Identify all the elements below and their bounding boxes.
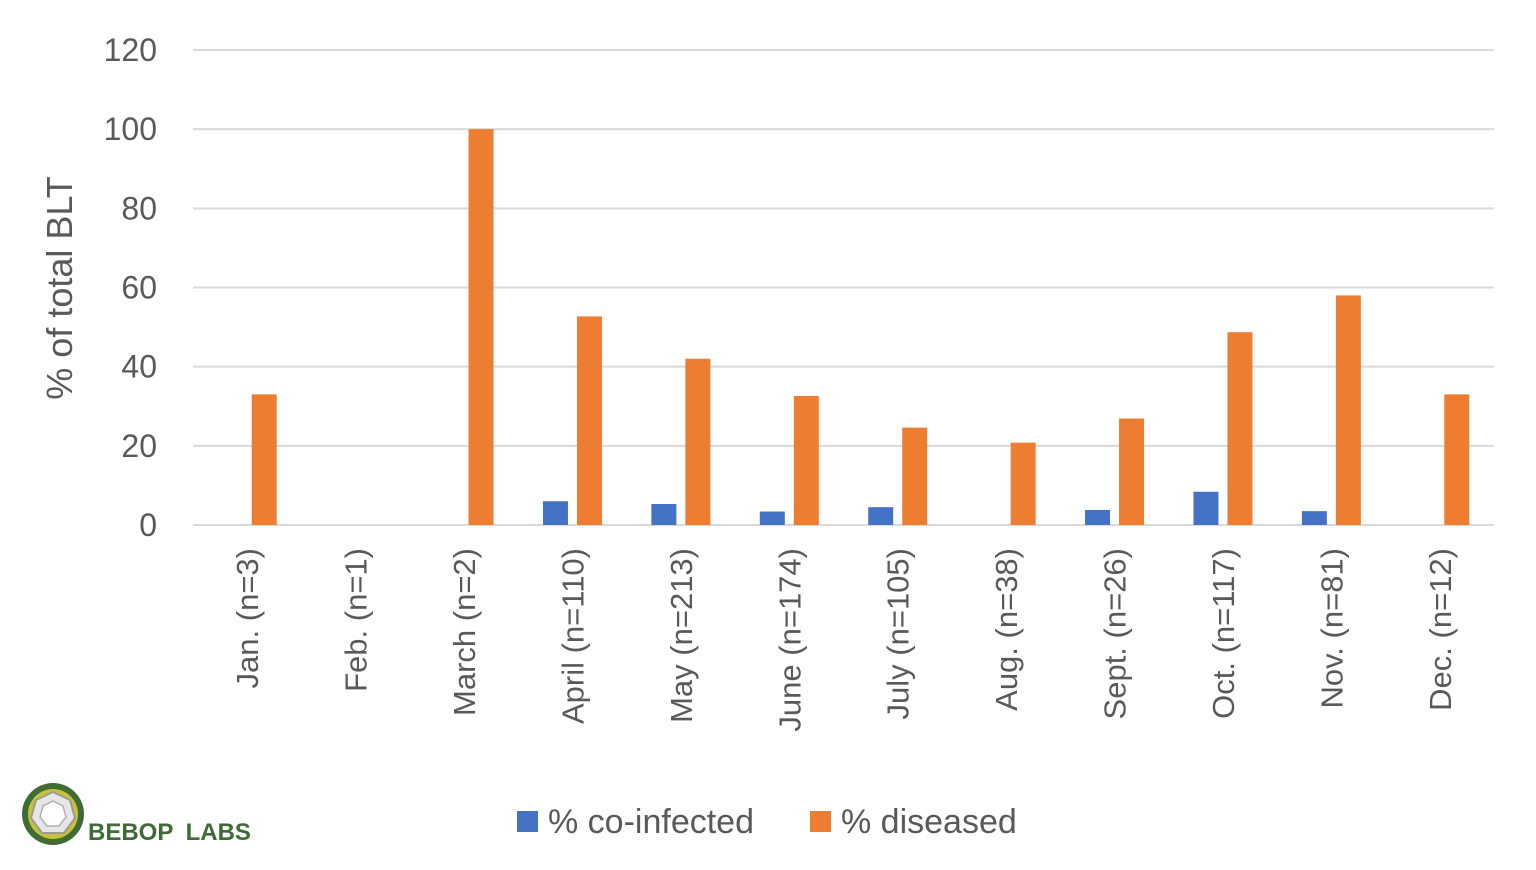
x-category-label: June (n=174) (772, 548, 807, 732)
x-category-label: March (n=2) (447, 548, 482, 716)
x-category-label: April (n=110) (555, 548, 590, 724)
bebop-labs-logo: BEBOP LABS (22, 783, 251, 846)
y-tick-label: 80 (121, 190, 157, 226)
y-tick-label: 0 (139, 507, 157, 543)
bar-co-infected (1085, 509, 1111, 525)
legend-swatch (810, 811, 831, 832)
x-category-label: Aug. (n=38) (989, 548, 1024, 711)
y-tick-label: 40 (121, 349, 157, 385)
bar-diseased (685, 358, 711, 525)
bar-co-infected (542, 501, 568, 525)
bar-diseased (902, 427, 928, 525)
bar-diseased (1119, 418, 1145, 525)
legend-label: % diseased (841, 803, 1017, 841)
bar-co-infected (1301, 511, 1327, 525)
logo-text-bebop: BEBOP (88, 819, 173, 846)
bar-diseased (1227, 332, 1253, 525)
bar-diseased (468, 129, 494, 525)
bar-co-infected (1193, 491, 1219, 525)
logo-text-labs: LABS (186, 819, 251, 846)
y-tick-label: 20 (121, 428, 157, 464)
logo-inner-heptagon-icon (39, 800, 67, 827)
bar-diseased (251, 394, 277, 525)
x-category-labels: Jan. (n=3) Feb. (n=1) March (n=2) April (n=… (230, 548, 1458, 732)
bar-diseased (576, 316, 602, 525)
x-category-label: Dec. (n=12) (1423, 548, 1458, 711)
bar-diseased (1444, 394, 1470, 525)
y-tick-label: 100 (104, 111, 157, 147)
y-tick-label: 60 (121, 270, 157, 306)
gridlines (193, 49, 1494, 526)
bar-diseased (793, 395, 819, 525)
legend-swatch (517, 811, 538, 832)
y-axis-title: % of total BLT (39, 176, 80, 399)
bar-diseased (1335, 295, 1361, 525)
legend-label: % co-infected (548, 803, 754, 841)
legend: % co-infected % diseased (517, 803, 1017, 841)
x-category-label: May (n=213) (664, 548, 699, 723)
y-tick-labels: 0 20 40 60 80 100 120 (104, 32, 157, 543)
bar-co-infected (868, 507, 894, 525)
x-category-label: Sept. (n=26) (1098, 548, 1133, 719)
x-category-label: Feb. (n=1) (339, 548, 374, 692)
y-tick-label: 120 (104, 32, 157, 68)
x-category-label: Nov. (n=81) (1314, 548, 1349, 709)
x-category-label: Oct. (n=117) (1206, 548, 1241, 719)
x-category-label: July (n=105) (881, 548, 916, 719)
bars (251, 129, 1470, 525)
bar-co-infected (759, 511, 785, 525)
bar-diseased (1010, 442, 1036, 525)
x-category-label: Jan. (n=3) (230, 548, 265, 688)
logo-text: BEBOP LABS (88, 819, 251, 846)
bar-co-infected (651, 504, 677, 525)
